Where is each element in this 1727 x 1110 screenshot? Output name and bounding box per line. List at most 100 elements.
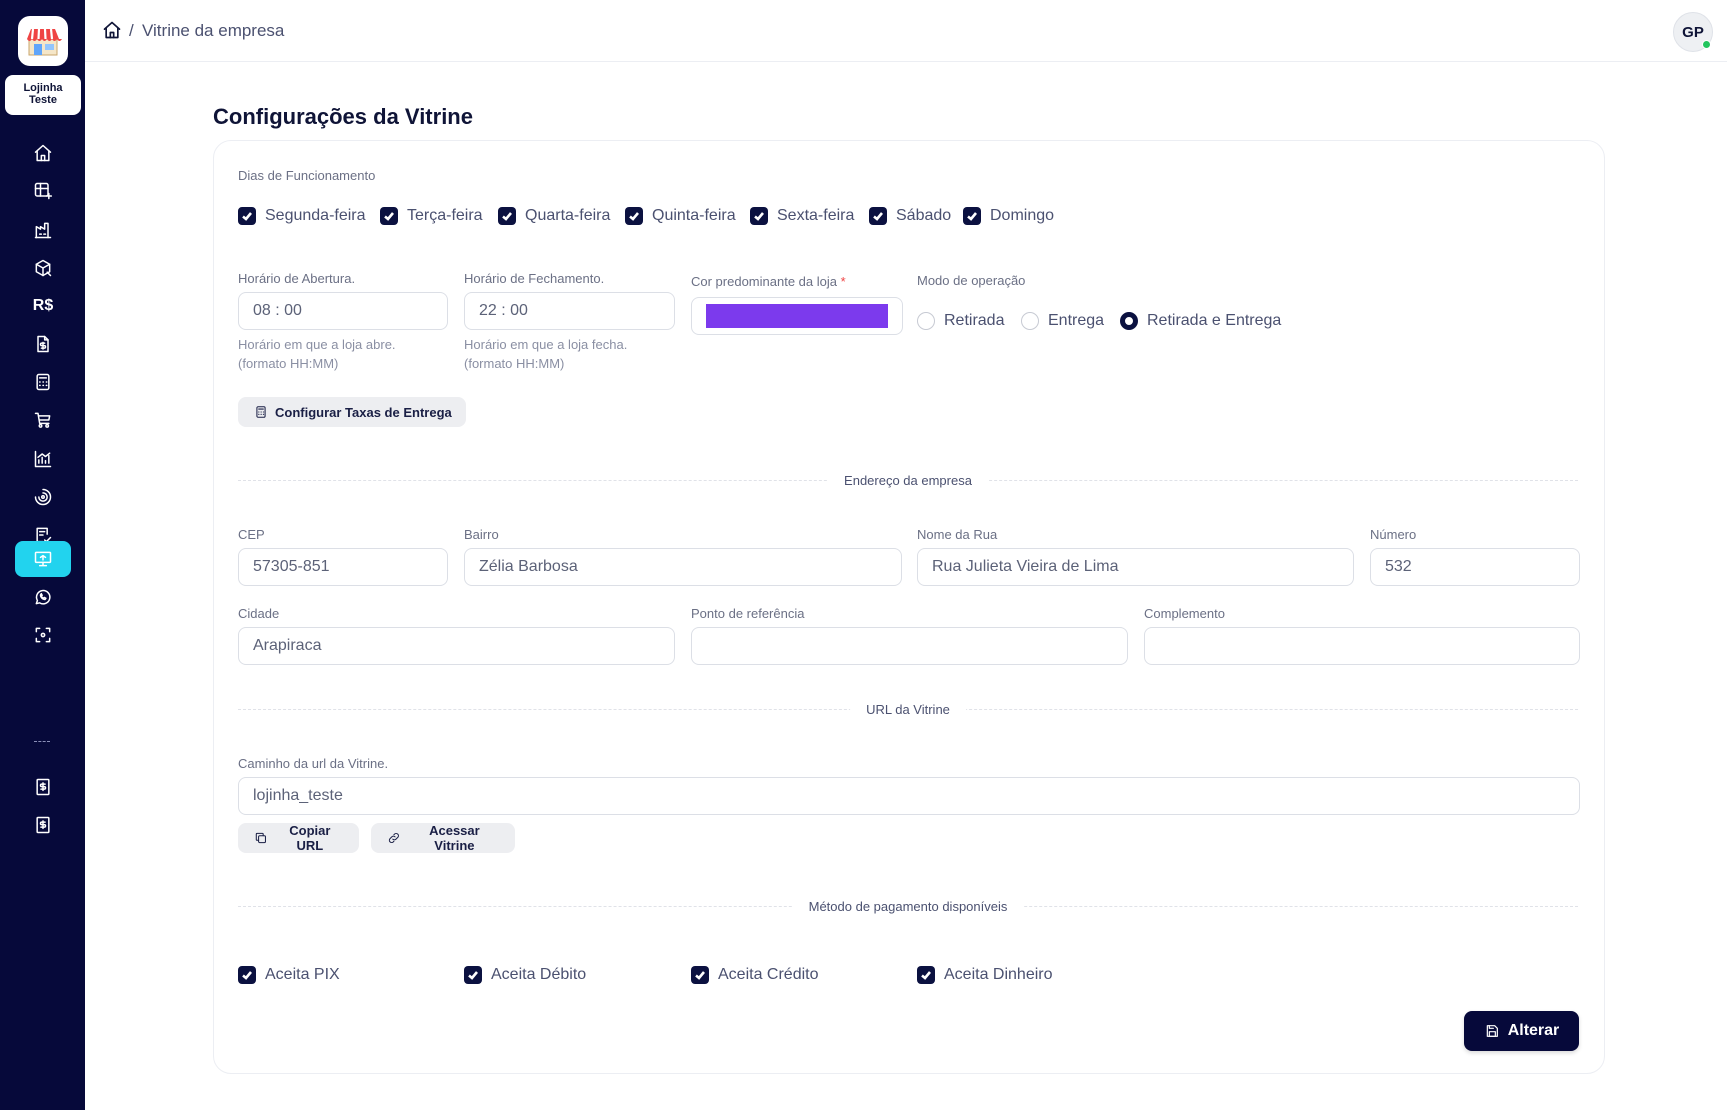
day-checkbox-domingo[interactable]: Domingo (963, 207, 1054, 225)
days-label: Dias de Funcionamento (238, 168, 376, 183)
day-checkbox-quinta[interactable]: Quinta-feira (625, 207, 736, 225)
cep-input[interactable] (238, 548, 448, 586)
reference-value[interactable] (706, 637, 1113, 655)
checkbox-checked-icon (691, 966, 709, 984)
copy-icon (255, 832, 266, 844)
url-path-value[interactable] (253, 787, 1565, 805)
checkbox-checked-icon (750, 207, 768, 225)
nav-finance[interactable] (15, 325, 71, 362)
day-checkbox-quarta[interactable]: Quarta-feira (498, 207, 610, 225)
nav-divider (34, 741, 50, 742)
number-label: Número (1370, 527, 1417, 542)
day-checkbox-terca[interactable]: Terça-feira (380, 207, 483, 225)
page-title: Configurações da Vitrine (213, 104, 473, 129)
day-checkbox-sexta[interactable]: Sexta-feira (750, 207, 854, 225)
url-path-input[interactable] (238, 777, 1580, 815)
complement-input[interactable] (1144, 627, 1580, 665)
payment-checkbox-credit[interactable]: Aceita Crédito (691, 966, 819, 984)
checkbox-checked-icon (869, 207, 887, 225)
sidebar: Lojinha Teste R$ (0, 0, 85, 1110)
payment-checkbox-cash[interactable]: Aceita Dinheiro (917, 966, 1053, 984)
bairro-value[interactable] (479, 558, 887, 576)
mode-radio-retirada[interactable]: Retirada (917, 312, 1004, 330)
color-picker[interactable] (691, 297, 903, 335)
breadcrumb-current: Vitrine da empresa (142, 21, 285, 40)
cart-icon (34, 412, 51, 428)
nav-storefront[interactable] (15, 541, 71, 577)
nav-tables[interactable] (15, 172, 71, 209)
open-time-input[interactable] (238, 292, 448, 330)
save-button[interactable]: Alterar (1464, 1011, 1579, 1051)
nav-reports[interactable] (15, 440, 71, 477)
address-section-title: Endereço da empresa (828, 473, 988, 488)
nav-products[interactable] (15, 249, 71, 286)
payment-checkbox-debit[interactable]: Aceita Débito (464, 966, 586, 984)
topbar: / Vitrine da empresa GP (85, 0, 1727, 62)
number-value[interactable] (1385, 558, 1565, 576)
city-value[interactable] (253, 637, 660, 655)
radio-unselected-icon (917, 312, 935, 330)
mode-label: Modo de operação (917, 273, 1026, 288)
store-name[interactable]: Lojinha Teste (5, 75, 81, 115)
cep-value[interactable] (253, 558, 433, 576)
reference-input[interactable] (691, 627, 1128, 665)
checkbox-checked-icon (238, 966, 256, 984)
mode-radio-entrega[interactable]: Entrega (1021, 312, 1104, 330)
nav-currency[interactable]: R$ (15, 287, 71, 324)
close-time-label: Horário de Fechamento. (464, 271, 605, 286)
city-input[interactable] (238, 627, 675, 665)
checkbox-checked-icon (917, 966, 935, 984)
nav-billing-2[interactable] (15, 806, 71, 843)
checkbox-checked-icon (963, 207, 981, 225)
street-value[interactable] (932, 558, 1339, 576)
complement-value[interactable] (1159, 637, 1565, 655)
table-plus-icon (34, 182, 53, 199)
url-path-label: Caminho da url da Vitrine. (238, 756, 389, 771)
complement-label: Complemento (1144, 606, 1225, 621)
reference-label: Ponto de referência (691, 606, 805, 621)
link-icon (388, 833, 399, 843)
nav-calculator[interactable] (15, 363, 71, 400)
breadcrumb-separator: / (129, 21, 134, 40)
city-label: Cidade (238, 606, 280, 621)
whatsapp-icon (35, 589, 51, 605)
day-checkbox-sabado[interactable]: Sábado (869, 207, 951, 225)
calculator-icon (256, 406, 266, 418)
nav-cart[interactable] (15, 401, 71, 438)
nav-scan[interactable] (15, 616, 71, 653)
payment-checkbox-pix[interactable]: Aceita PIX (238, 966, 340, 984)
checkbox-checked-icon (498, 207, 516, 225)
close-time-input[interactable] (464, 292, 675, 330)
nav-whatsapp[interactable] (15, 578, 71, 615)
calculator-icon (36, 373, 50, 390)
checkbox-checked-icon (464, 966, 482, 984)
street-label: Nome da Rua (917, 527, 998, 542)
copy-url-button[interactable]: Copiar URL (238, 823, 359, 853)
open-time-value[interactable] (253, 302, 433, 320)
bairro-input[interactable] (464, 548, 902, 586)
access-storefront-button[interactable]: Acessar Vitrine (371, 823, 515, 853)
currency-icon: R$ (32, 296, 54, 314)
street-input[interactable] (917, 548, 1354, 586)
store-logo[interactable] (18, 16, 68, 66)
close-time-value[interactable] (479, 302, 660, 320)
package-icon (35, 259, 52, 276)
mode-radio-retirada-entrega[interactable]: Retirada e Entrega (1120, 312, 1281, 330)
nav-home[interactable] (15, 134, 71, 171)
color-swatch (706, 304, 888, 328)
nav-industry[interactable] (15, 211, 71, 248)
day-checkbox-segunda[interactable]: Segunda-feira (238, 207, 366, 225)
breadcrumb-home-icon[interactable] (102, 20, 122, 40)
nav-target[interactable] (15, 478, 71, 515)
number-input[interactable] (1370, 548, 1580, 586)
configure-delivery-fees-button[interactable]: Configurar Taxas de Entrega (238, 397, 466, 427)
nav-billing-1[interactable] (15, 768, 71, 805)
dollar-file-icon (37, 335, 49, 352)
dollar-doc-icon (36, 816, 50, 833)
dollar-doc-icon (36, 778, 50, 795)
user-avatar[interactable]: GP (1673, 12, 1713, 52)
checkbox-checked-icon (625, 207, 643, 225)
radio-unselected-icon (1021, 312, 1039, 330)
bairro-label: Bairro (464, 527, 499, 542)
chart-icon (34, 450, 52, 467)
